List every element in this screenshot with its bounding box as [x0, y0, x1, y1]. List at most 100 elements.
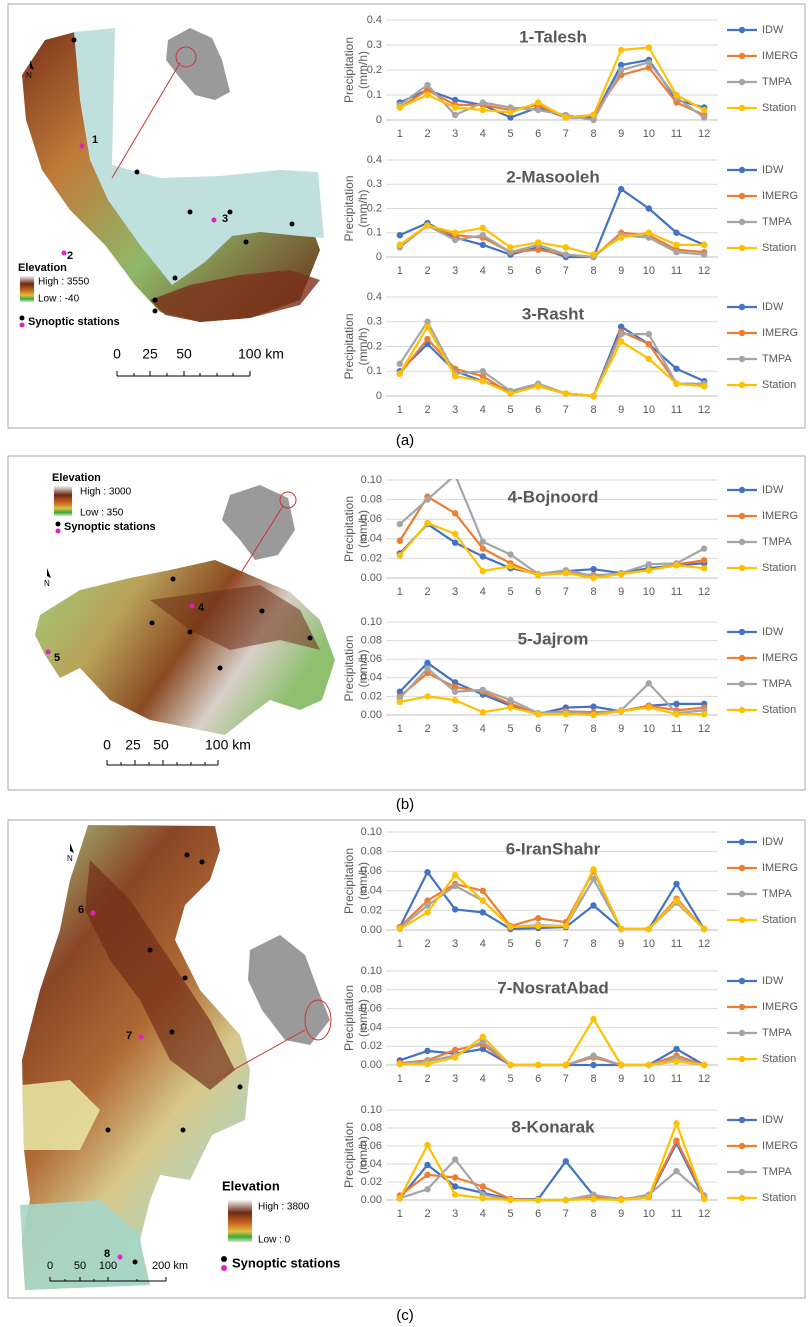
data-point — [563, 711, 569, 717]
data-point — [507, 563, 513, 569]
y-tick-label: 0.02 — [361, 1176, 382, 1188]
scale-label: 0 — [47, 1260, 53, 1272]
x-tick-label: 10 — [643, 1208, 655, 1220]
x-tick-label: 12 — [698, 128, 710, 140]
data-point — [535, 711, 541, 717]
data-point — [424, 1048, 430, 1054]
data-point — [424, 660, 430, 666]
y-tick-label: 0.08 — [361, 984, 382, 996]
x-tick-label: 9 — [618, 128, 624, 140]
data-point — [452, 373, 458, 379]
data-point — [563, 390, 569, 396]
chart: 00.10.20.30.4123456789101112Precipitatio… — [342, 154, 798, 277]
chart-title: 1-Talesh — [519, 27, 587, 46]
legend-marker — [739, 219, 745, 225]
station-label: 4 — [198, 602, 205, 614]
data-point — [563, 251, 569, 257]
data-point — [424, 869, 430, 875]
data-point — [673, 562, 679, 568]
data-point — [535, 915, 541, 921]
x-tick-label: 7 — [563, 586, 569, 598]
x-tick-label: 4 — [480, 265, 486, 277]
y-axis-label: Precipitation — [342, 37, 356, 103]
data-point — [673, 366, 679, 372]
data-point — [646, 44, 652, 50]
x-tick-label: 1 — [397, 404, 403, 416]
data-point — [480, 1034, 486, 1040]
x-tick-label: 12 — [698, 723, 710, 735]
x-tick-label: 8 — [590, 938, 596, 950]
data-point — [424, 693, 430, 699]
y-tick-label: 0 — [376, 251, 382, 263]
data-point — [563, 244, 569, 250]
y-axis-label: Precipitation — [342, 848, 356, 914]
legend-label: Station — [762, 914, 796, 926]
data-point — [563, 570, 569, 576]
data-point — [673, 1058, 679, 1064]
data-point — [590, 703, 596, 709]
data-point — [480, 553, 486, 559]
data-point — [397, 104, 403, 110]
x-tick-label: 11 — [671, 128, 682, 140]
y-axis-label: (mm/h) — [356, 1136, 370, 1174]
x-tick-label: 10 — [643, 723, 655, 735]
legend-label: TMPA — [762, 76, 792, 88]
legend-marker — [739, 891, 745, 897]
data-point — [646, 680, 652, 686]
legend-low: Low : 0 — [258, 1235, 291, 1246]
plot-area — [397, 1016, 708, 1068]
legend-marker — [739, 1004, 745, 1010]
series-line — [400, 332, 704, 396]
legend-label: IDW — [762, 626, 784, 638]
data-point — [452, 872, 458, 878]
y-tick-label: 0.3 — [367, 316, 382, 328]
legend-label: IMERG — [762, 652, 798, 664]
x-tick-label: 7 — [563, 723, 569, 735]
legend-label: TMPA — [762, 1166, 792, 1178]
legend-label: IMERG — [762, 510, 798, 522]
legend-low: Low : 350 — [80, 508, 124, 519]
y-tick-label: 0 — [376, 114, 382, 126]
legend-marker — [739, 79, 745, 85]
data-point — [646, 230, 652, 236]
x-tick-label: 6 — [535, 586, 541, 598]
y-tick-label: 0.00 — [361, 572, 382, 584]
data-point — [424, 1162, 430, 1168]
data-point — [480, 107, 486, 113]
x-tick-label: 6 — [535, 265, 541, 277]
data-point — [397, 552, 403, 558]
data-point — [507, 390, 513, 396]
data-point — [424, 82, 430, 88]
x-tick-label: 1 — [397, 128, 403, 140]
legend-marker — [739, 1169, 745, 1175]
data-point — [618, 338, 624, 344]
data-point — [397, 371, 403, 377]
data-point — [590, 1062, 596, 1068]
x-tick-label: 7 — [563, 404, 569, 416]
data-point — [646, 356, 652, 362]
data-point — [480, 888, 486, 894]
data-point — [701, 1062, 707, 1068]
data-point — [452, 540, 458, 546]
x-tick-label: 5 — [507, 1073, 513, 1085]
y-axis-label: Precipitation — [342, 985, 356, 1051]
data-point — [618, 47, 624, 53]
y-axis-label: (mm/h) — [356, 328, 370, 366]
chart: 00.10.20.30.4123456789101112Precipitatio… — [342, 291, 798, 416]
data-point — [480, 539, 486, 545]
legend-label: TMPA — [762, 1027, 792, 1039]
y-tick-label: 0.1 — [367, 89, 382, 101]
legend-stations: Synoptic stations — [64, 521, 156, 533]
legend-label: IDW — [762, 24, 784, 36]
x-tick-label: 12 — [698, 938, 710, 950]
data-point — [480, 1195, 486, 1201]
legend-marker — [739, 1030, 745, 1036]
legend-label: TMPA — [762, 353, 792, 365]
scale-label: 50 — [176, 346, 192, 362]
chart-title: 8-Konarak — [511, 1117, 595, 1136]
data-point — [590, 566, 596, 572]
data-point — [424, 1186, 430, 1192]
x-tick-label: 5 — [507, 586, 513, 598]
chart: 0.000.020.040.060.080.10123456789101112P… — [342, 472, 798, 598]
data-point — [480, 225, 486, 231]
